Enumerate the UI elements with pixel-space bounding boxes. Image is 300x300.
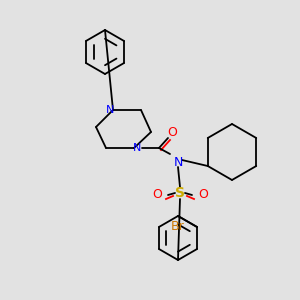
Text: Br: Br: [171, 220, 185, 232]
Text: N: N: [106, 105, 114, 115]
Text: N: N: [173, 155, 183, 169]
Text: N: N: [133, 143, 141, 153]
Text: O: O: [152, 188, 162, 202]
Text: O: O: [167, 125, 177, 139]
Text: S: S: [175, 186, 185, 200]
Text: O: O: [198, 188, 208, 202]
